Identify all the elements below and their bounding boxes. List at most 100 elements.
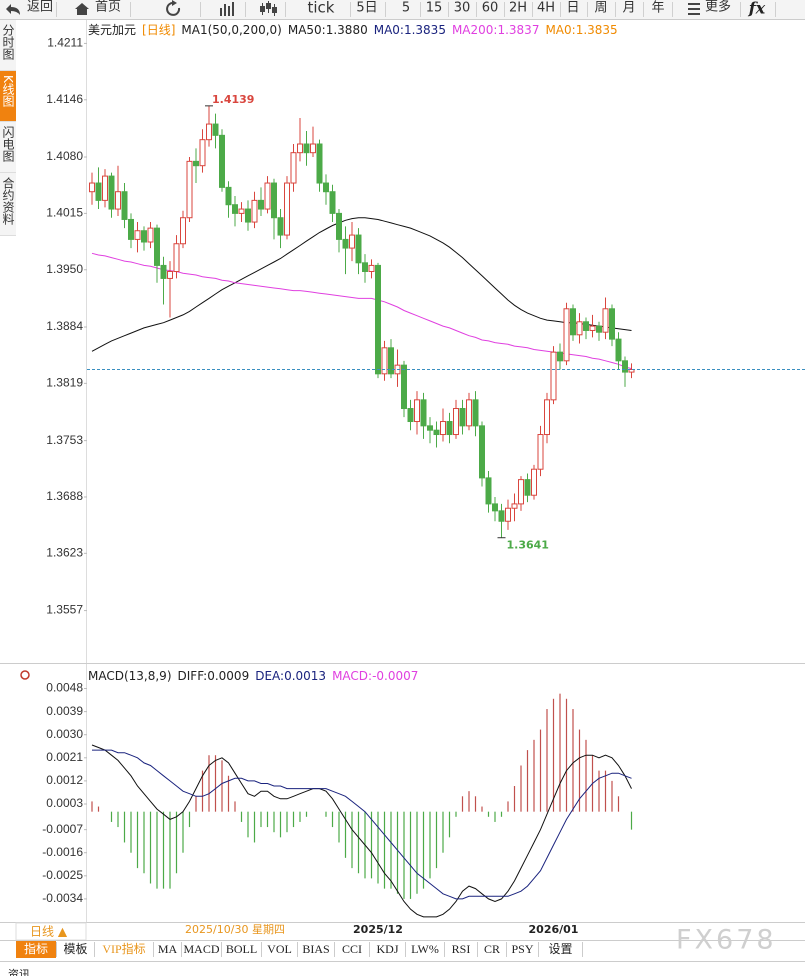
- candle-body: [362, 262, 368, 272]
- candle-body: [102, 175, 108, 201]
- candle-body: [128, 218, 134, 240]
- period-button[interactable]: 60: [482, 1, 499, 16]
- y-tick-label: 0.0030: [46, 727, 83, 741]
- indicator-tab[interactable]: RSI: [452, 942, 471, 956]
- y-tick-label: -0.0007: [42, 822, 83, 836]
- sidebar-tab[interactable]: 分时图: [1, 24, 15, 60]
- more-button[interactable]: 更多: [705, 0, 731, 15]
- candle-body: [414, 399, 420, 423]
- indicator-tab[interactable]: PSY: [511, 942, 533, 956]
- indicator-tab[interactable]: VIP指标: [102, 941, 145, 956]
- sidebar-tab[interactable]: 合约资料: [1, 176, 15, 225]
- period-button[interactable]: 5日: [356, 1, 377, 16]
- candle-body: [563, 308, 570, 362]
- candle-body: [225, 186, 232, 206]
- candle-body: [284, 182, 290, 236]
- y-tick-label: 1.3557: [46, 603, 83, 617]
- candle-body: [160, 264, 167, 279]
- y-tick-label: 0.0039: [46, 704, 83, 718]
- y-tick-label: 1.4146: [46, 92, 83, 106]
- y-tick-label: -0.0025: [42, 868, 83, 882]
- candle-body: [388, 347, 394, 375]
- candle-body: [310, 143, 316, 154]
- x-tick-label: 2025/12: [353, 923, 403, 936]
- candle-body: [368, 264, 375, 272]
- candle-body: [251, 199, 258, 223]
- indicator-tab[interactable]: CCI: [342, 942, 362, 956]
- home-icon[interactable]: [75, 3, 89, 15]
- indicator-tab[interactable]: BOLL: [226, 942, 257, 956]
- footer-tab[interactable]: 资讯: [8, 968, 30, 976]
- indicator-tab[interactable]: BIAS: [302, 942, 329, 956]
- period-button[interactable]: 30: [454, 1, 471, 16]
- period-button[interactable]: 年: [651, 1, 664, 16]
- back-button[interactable]: 返回: [27, 0, 53, 15]
- legend-item: MA0:1.3835: [545, 23, 617, 37]
- candle-body: [303, 143, 310, 154]
- candle-body: [557, 351, 563, 362]
- x-tick-label: 2026/01: [529, 923, 579, 936]
- candle-body: [583, 321, 589, 331]
- legend: 美元加元 [日线] MA1(50,0,200,0) MA50:1.3880 MA0:1.…: [88, 23, 618, 37]
- period-button[interactable]: 日线 ▲: [30, 925, 68, 939]
- settings-icon[interactable]: [20, 670, 30, 680]
- cursor-label: 2025/10/30 星期四: [185, 923, 285, 936]
- indicator-line: [91, 744, 632, 918]
- candle-body: [355, 234, 362, 264]
- period-button[interactable]: 5: [402, 1, 410, 16]
- candle-body: [95, 182, 102, 201]
- tick-button[interactable]: tick: [308, 0, 335, 17]
- indicator-tab[interactable]: 指标: [24, 941, 48, 956]
- period-button[interactable]: 4H: [537, 1, 555, 16]
- indicator-line: [91, 217, 632, 352]
- back-icon[interactable]: [6, 4, 20, 15]
- period-button[interactable]: 15: [426, 1, 443, 16]
- candle-body: [602, 308, 609, 333]
- indicator-tab[interactable]: KDJ: [376, 942, 398, 956]
- y-tick-label: 1.4015: [46, 206, 83, 220]
- period-button[interactable]: 2H: [509, 1, 527, 16]
- candle-body: [544, 399, 550, 436]
- period-button[interactable]: 周: [594, 1, 607, 16]
- candle-body: [167, 270, 173, 279]
- y-tick-label: 0.0048: [46, 681, 83, 695]
- legend-item: MA0:1.3835: [374, 23, 446, 37]
- y-tick-label: -0.0016: [42, 845, 83, 859]
- candle-body: [264, 182, 271, 210]
- y-tick-label: 0.0003: [46, 796, 83, 810]
- indicator-tab[interactable]: MACD: [183, 942, 219, 956]
- y-tick-label: 1.3950: [46, 262, 83, 276]
- legend-item: [日线]: [142, 23, 175, 37]
- indicator-tab[interactable]: 模板: [63, 942, 87, 956]
- y-tick-label: 1.4211: [47, 36, 83, 50]
- more-icon[interactable]: [688, 3, 700, 15]
- indicator-tab[interactable]: VOL: [267, 942, 292, 956]
- line-chart-icon[interactable]: [220, 2, 234, 16]
- candle-body: [147, 227, 154, 243]
- candle-body: [193, 160, 199, 167]
- home-button[interactable]: 首页: [95, 0, 121, 15]
- candle-body: [472, 399, 479, 427]
- candle-body: [121, 191, 128, 220]
- candle-body: [180, 217, 186, 245]
- fx-button[interactable]: fx: [748, 0, 766, 18]
- period-button[interactable]: 月: [622, 1, 635, 16]
- indicator-tab[interactable]: MA: [158, 942, 178, 956]
- candle-body: [245, 208, 251, 223]
- candle-body: [290, 152, 297, 184]
- candle-body: [615, 338, 622, 362]
- candle-body: [154, 227, 160, 266]
- candle-body: [550, 351, 557, 401]
- max-label: 1.4139: [212, 93, 254, 106]
- kline-icon[interactable]: [260, 1, 277, 16]
- period-button[interactable]: 日: [566, 1, 579, 16]
- indicator-tab[interactable]: 设置: [548, 942, 572, 956]
- y-tick-label: 1.3688: [46, 489, 83, 503]
- candle-body: [420, 399, 427, 427]
- sidebar-tab[interactable]: 闪电图: [1, 126, 15, 162]
- indicator-tab[interactable]: CR: [484, 942, 500, 956]
- refresh-icon[interactable]: [166, 1, 181, 16]
- sidebar-tab[interactable]: K线图: [1, 75, 15, 107]
- indicator-tab[interactable]: LW%: [411, 942, 439, 956]
